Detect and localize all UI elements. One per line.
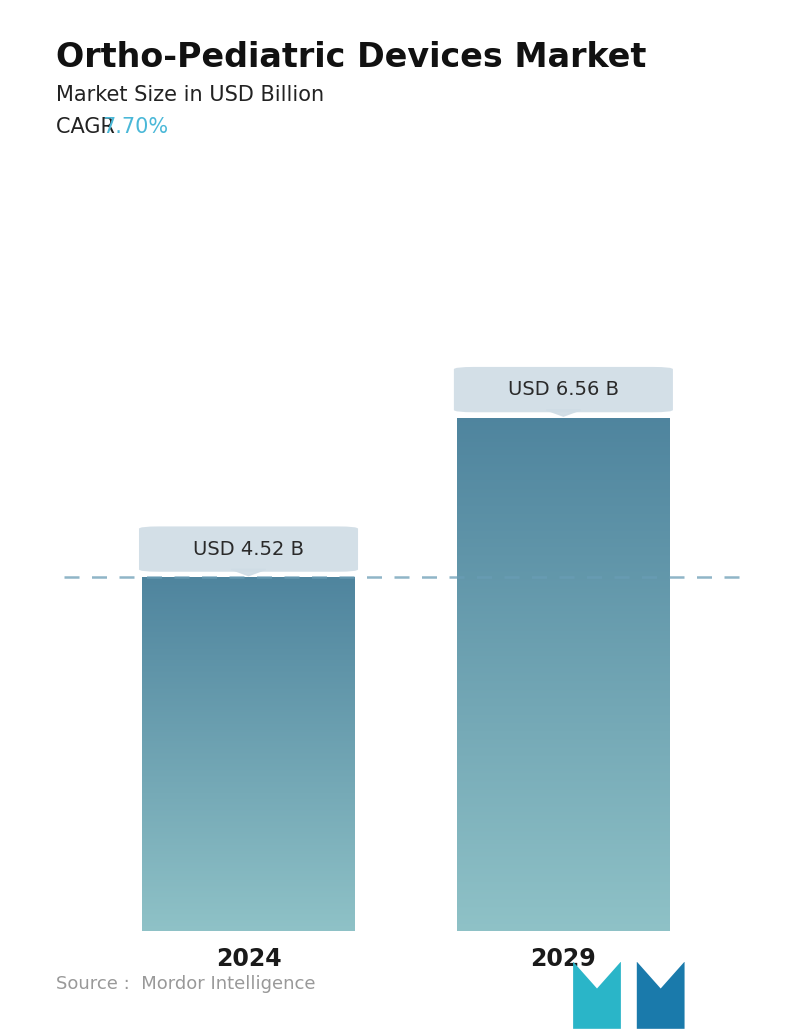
FancyBboxPatch shape [139,526,358,572]
Text: USD 4.52 B: USD 4.52 B [193,540,304,558]
Polygon shape [637,962,685,1029]
Text: Source :  Mordor Intelligence: Source : Mordor Intelligence [56,975,315,993]
Text: Ortho-Pediatric Devices Market: Ortho-Pediatric Devices Market [56,41,646,74]
Text: CAGR: CAGR [56,117,121,136]
Polygon shape [546,409,580,416]
Polygon shape [232,570,266,576]
Text: Market Size in USD Billion: Market Size in USD Billion [56,85,324,104]
Text: USD 6.56 B: USD 6.56 B [508,381,619,399]
Text: 7.70%: 7.70% [102,117,168,136]
Polygon shape [573,962,621,1029]
FancyBboxPatch shape [454,367,673,413]
